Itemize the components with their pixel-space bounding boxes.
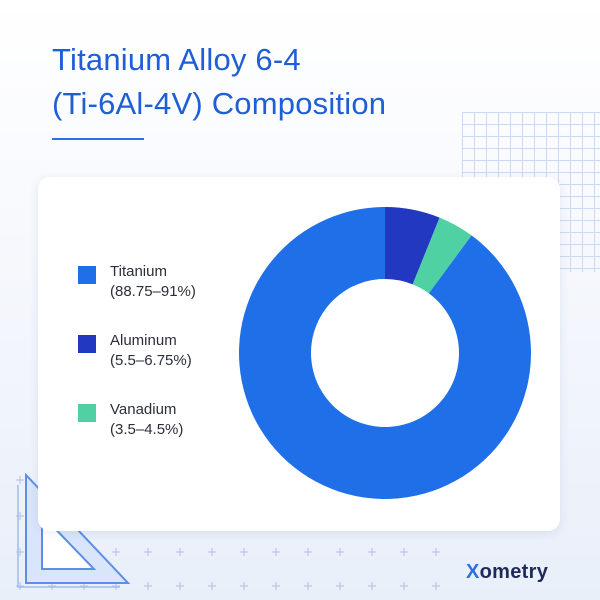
- legend-item-vanadium: Vanadium (3.5–4.5%): [78, 400, 238, 450]
- donut-chart: [239, 207, 531, 499]
- donut-slice-vanadium: [412, 217, 472, 294]
- legend-range-aluminum: (5.5–6.75%): [110, 352, 192, 369]
- legend-text-titanium: Titanium (88.75–91%): [110, 262, 196, 302]
- title-line-1: Titanium Alloy 6-4: [52, 42, 301, 77]
- legend-item-aluminum: Aluminum (5.5–6.75%): [78, 331, 238, 381]
- legend-text-vanadium: Vanadium (3.5–4.5%): [110, 400, 183, 440]
- legend-swatch-vanadium: [78, 404, 96, 422]
- donut-slice-aluminum: [385, 207, 440, 285]
- legend-label-titanium: Titanium: [110, 263, 167, 280]
- legend-label-aluminum: Aluminum: [110, 332, 177, 349]
- title-underline: [52, 138, 144, 140]
- legend-swatch-titanium: [78, 266, 96, 284]
- title-line-2: (Ti-6Al-4V) Composition: [52, 86, 387, 121]
- legend-range-vanadium: (3.5–4.5%): [110, 421, 184, 438]
- xometry-logo: Xometry: [466, 561, 548, 584]
- legend-swatch-aluminum: [78, 335, 96, 353]
- donut-slice-titanium: [239, 207, 531, 499]
- legend-label-vanadium: Vanadium: [110, 401, 177, 418]
- logo-wordmark: ometry: [479, 561, 549, 583]
- legend-range-titanium: (88.75–91%): [110, 283, 196, 300]
- legend-text-aluminum: Aluminum (5.5–6.75%): [110, 331, 192, 371]
- legend-item-titanium: Titanium (88.75–91%): [78, 262, 238, 312]
- logo-x-mark: X: [466, 561, 480, 583]
- page-title: Titanium Alloy 6-4 (Ti-6Al-4V) Compositi…: [52, 38, 532, 126]
